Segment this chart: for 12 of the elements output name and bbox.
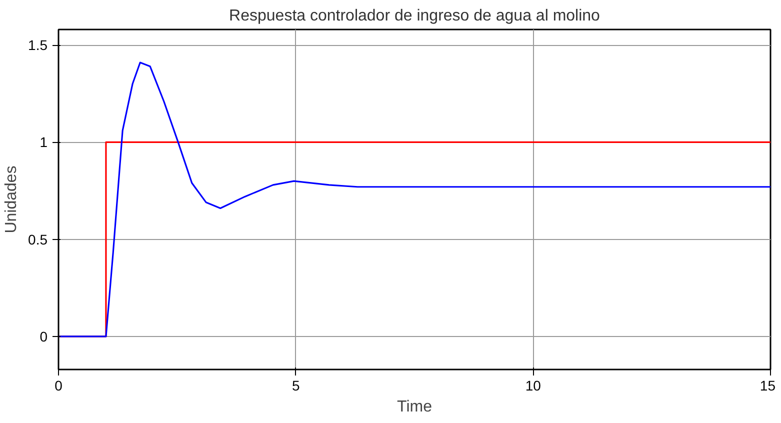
y-axis-title: Unidades [3,166,20,234]
line-series [58,62,770,338]
chart-title: Respuesta controlador de ingreso de agua al molino [229,8,600,24]
x-tick-label: 5 [292,378,300,394]
y-tick-label: 0 [40,328,48,344]
x-tick-label: 0 [54,378,63,394]
y-tick-label: 1 [40,134,48,150]
y-tick-label: 0.5 [28,231,48,248]
x-axis-title: Time [397,398,432,416]
y-tick-label: 1.5 [28,37,48,54]
x-tick-label: 10 [525,378,542,394]
x-tick-label: 15 [760,378,776,394]
